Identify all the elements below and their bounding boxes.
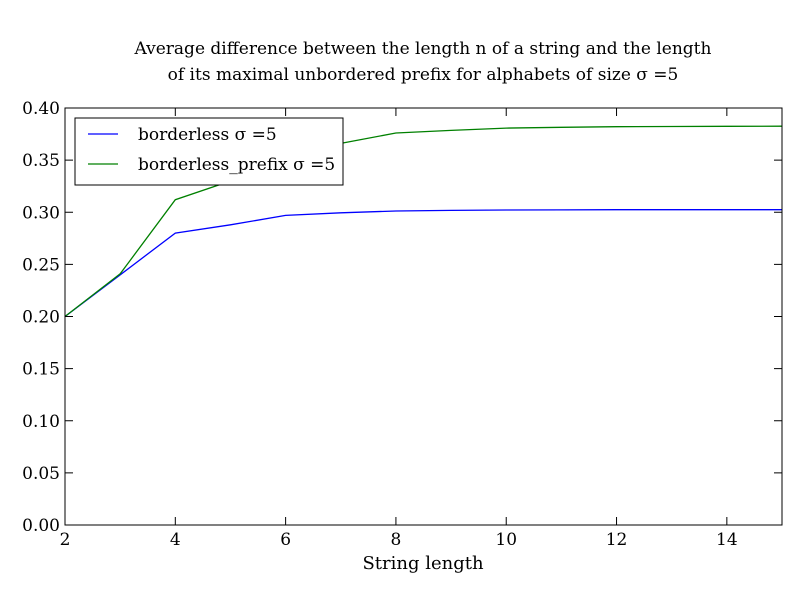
legend-box: [74, 117, 344, 186]
x-tick-label: 10: [495, 530, 517, 550]
y-tick-label: 0.05: [22, 464, 60, 484]
x-tick-label: 14: [716, 530, 738, 550]
x-tick-label: 8: [391, 530, 402, 550]
y-tick-label: 0.40: [22, 99, 60, 119]
y-tick-label: 0.35: [22, 151, 60, 171]
y-tick-label: 0.10: [22, 412, 60, 432]
y-tick-label: 0.30: [22, 203, 60, 223]
legend-label-borderless-prefix: borderless_prefix σ =5: [138, 155, 335, 175]
series-line-borderless: [64, 209, 782, 318]
series-line-borderless-prefix: [64, 125, 783, 318]
y-tick-label: 0.00: [22, 516, 60, 536]
x-axis: 2 4 6 8 10 12 14: [60, 108, 738, 550]
x-axis-label: String length: [362, 553, 484, 574]
y-tick-label: 0.15: [22, 360, 60, 380]
chart-title-line-1: Average difference between the length n …: [134, 39, 712, 59]
x-tick-label: 4: [170, 530, 181, 550]
x-tick-label: 6: [280, 530, 291, 550]
chart-title-line-2: of its maximal unbordered prefix for alp…: [168, 65, 679, 85]
y-tick-label: 0.20: [22, 308, 60, 328]
x-tick-label: 12: [606, 530, 628, 550]
series-layer: [64, 125, 783, 318]
y-axis: 0.00 0.05 0.10 0.15 0.20 0.25 0.30 0.35 0.40: [22, 99, 782, 536]
x-tick-label: 2: [60, 530, 71, 550]
legend-label-borderless: borderless σ =5: [138, 125, 277, 145]
legend: borderless σ =5 borderless_prefix σ =5: [74, 117, 344, 186]
y-tick-label: 0.25: [22, 255, 60, 275]
